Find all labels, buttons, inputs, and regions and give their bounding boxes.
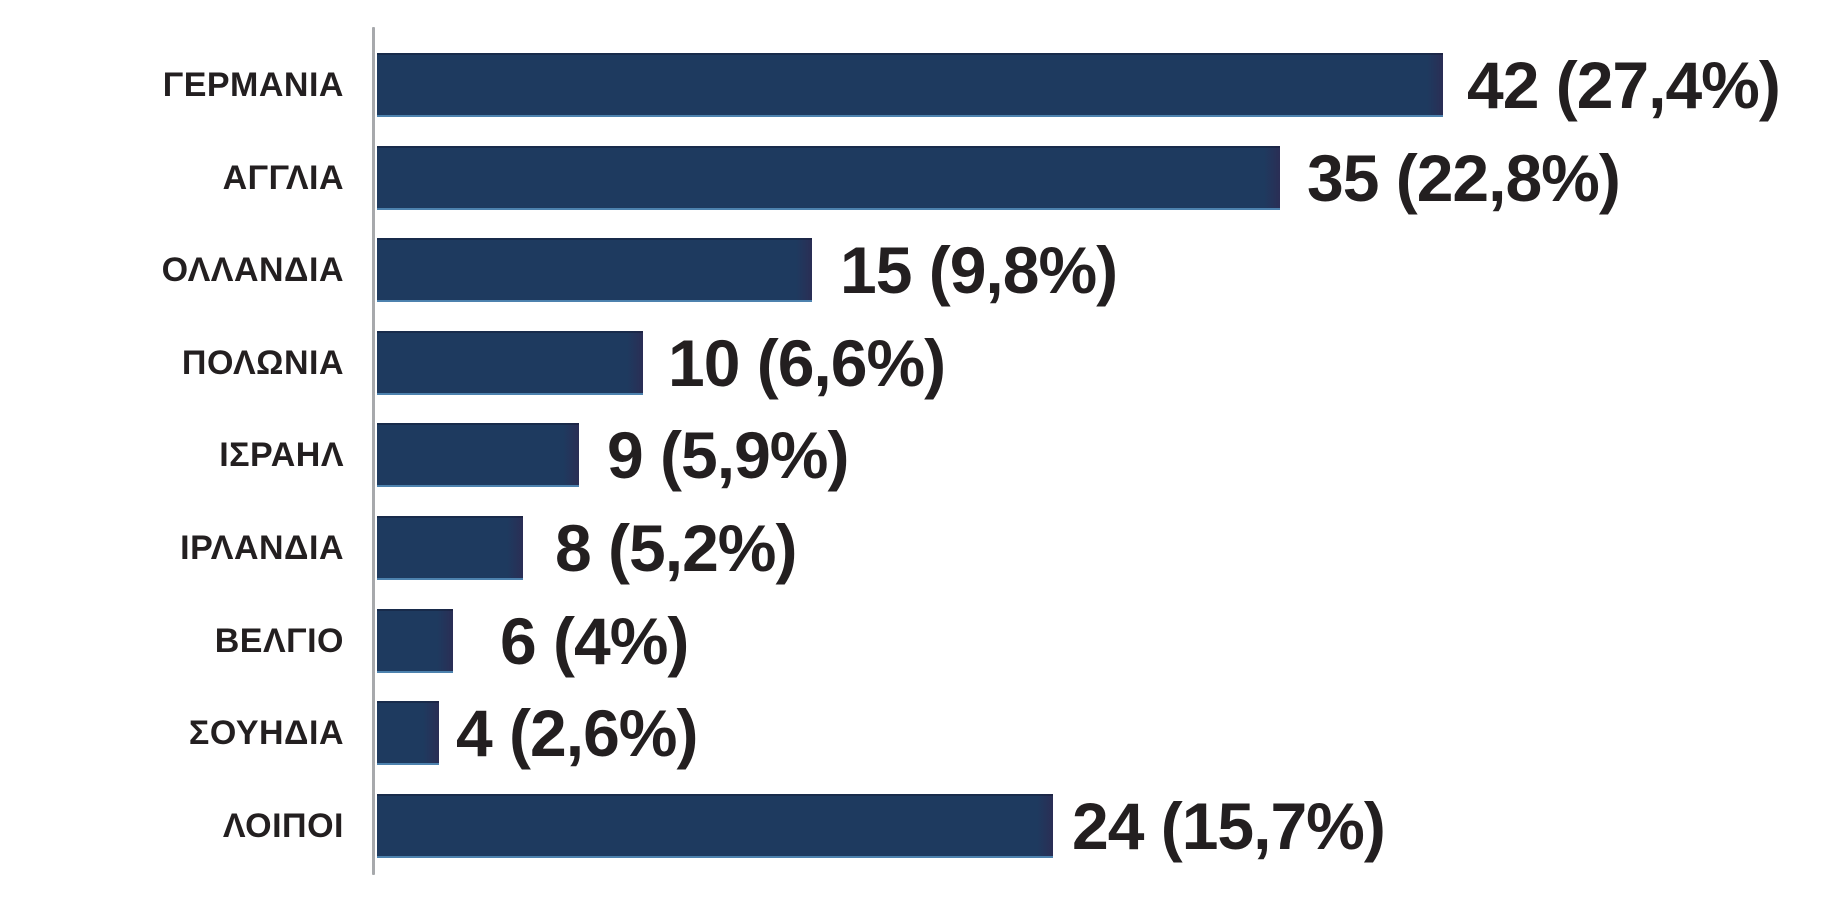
bar — [377, 609, 453, 673]
bar — [377, 331, 643, 395]
bar — [377, 238, 812, 302]
category-label: ΟΛΛΑΝΔΙΑ — [161, 251, 344, 289]
value-label: 10 (6,6%) — [668, 326, 946, 400]
category-label: ΣΟΥΗΔΙΑ — [188, 714, 344, 752]
y-axis-line — [372, 27, 375, 875]
value-label: 6 (4%) — [500, 604, 689, 678]
bar — [377, 423, 579, 487]
category-label: ΙΣΡΑΗΛ — [219, 436, 344, 474]
category-label: ΠΟΛΩΝΙΑ — [181, 344, 344, 382]
value-label: 8 (5,2%) — [555, 511, 797, 585]
category-label: ΙΡΛΑΝΔΙΑ — [180, 529, 344, 567]
category-label: ΒΕΛΓΙΟ — [214, 622, 344, 660]
category-label: ΑΓΓΛΙΑ — [222, 159, 344, 197]
category-label: ΓΕΡΜΑΝΙΑ — [162, 66, 344, 104]
bar — [377, 794, 1053, 858]
bar — [377, 701, 439, 765]
value-label: 4 (2,6%) — [456, 696, 698, 770]
value-label: 9 (5,9%) — [607, 418, 849, 492]
category-label: ΛΟΙΠΟΙ — [222, 807, 344, 845]
value-label: 35 (22,8%) — [1307, 141, 1621, 215]
value-label: 24 (15,7%) — [1072, 789, 1386, 863]
bar — [377, 53, 1443, 117]
bar — [377, 516, 523, 580]
value-label: 42 (27,4%) — [1467, 48, 1781, 122]
value-label: 15 (9,8%) — [840, 233, 1118, 307]
bar — [377, 146, 1280, 210]
